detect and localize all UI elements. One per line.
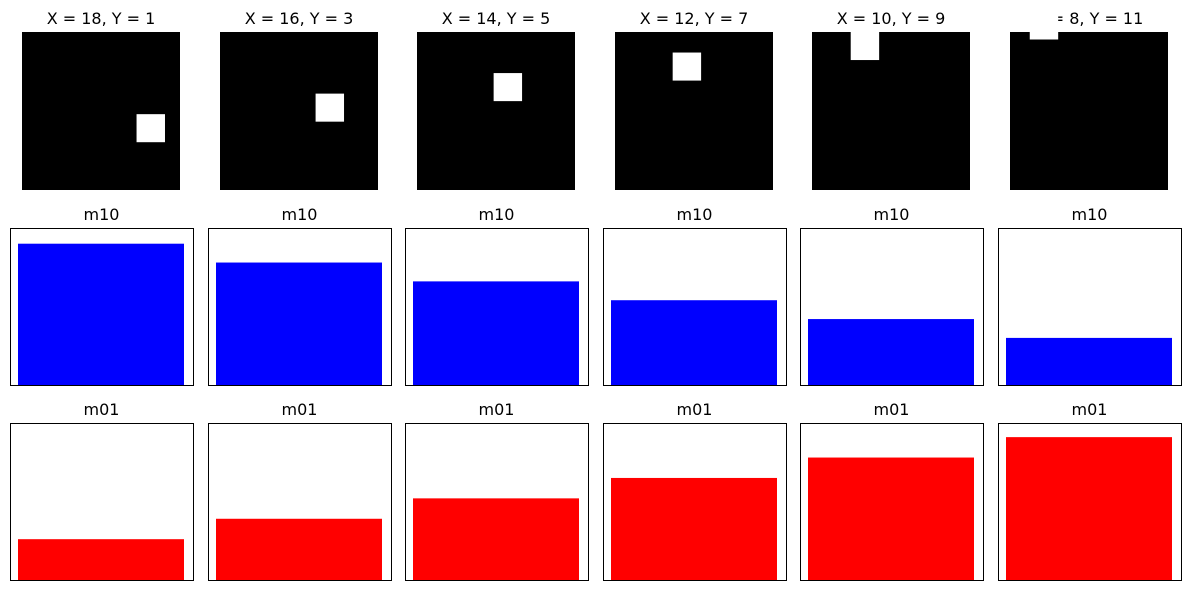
image-panel: X = 10, Y = 9	[812, 9, 970, 190]
bar-axes-title: m01	[84, 400, 120, 419]
white-square	[136, 114, 165, 143]
axes-frame	[10, 228, 194, 386]
bar-axes-title: m01	[677, 400, 713, 419]
bar-axes: m01	[405, 400, 589, 581]
bar-axes-title: m10	[84, 205, 120, 224]
axes-frame	[998, 228, 1182, 386]
bar	[216, 262, 382, 385]
bar-axes: m01	[208, 400, 392, 581]
bar	[18, 539, 184, 580]
axes-frame	[405, 423, 589, 581]
image-panel: X = 8, Y = 11	[1010, 9, 1168, 190]
bar-axes: m10	[10, 205, 194, 386]
image-panel: X = 16, Y = 3	[220, 9, 378, 190]
image-background	[417, 32, 575, 190]
image-background	[812, 32, 970, 190]
image-panel-title: X = 18, Y = 1	[47, 9, 156, 28]
bar-axes-title: m01	[479, 400, 515, 419]
image-panel-title: X = 8, Y = 11	[1035, 9, 1144, 28]
bar	[1006, 437, 1172, 580]
bar-axes-title: m10	[282, 205, 318, 224]
bar-axes: m01	[10, 400, 194, 581]
image-background	[220, 32, 378, 190]
bar-axes: m10	[998, 205, 1182, 386]
bar-axes: m10	[405, 205, 589, 386]
white-square	[850, 32, 880, 61]
axes-frame	[208, 228, 392, 386]
axes-frame	[998, 423, 1182, 581]
image-panel: X = 14, Y = 5	[417, 9, 575, 190]
image-panel-title: X = 14, Y = 5	[442, 9, 551, 28]
image-row: X = 18, Y = 1 X = 16, Y = 3 X = 14, Y = 5 X…	[22, 9, 1168, 190]
m01-bar-row: m01 m01 m01 m01 m01 m01	[10, 400, 1182, 581]
image-panel: X = 18, Y = 1	[22, 9, 180, 190]
axes-frame	[405, 228, 589, 386]
axes-frame	[208, 423, 392, 581]
bar	[808, 319, 974, 385]
image-background	[1010, 32, 1168, 190]
bar-axes-title: m10	[677, 205, 713, 224]
white-square	[672, 52, 702, 81]
image-panel-title: X = 16, Y = 3	[245, 9, 354, 28]
axes-frame	[800, 228, 984, 386]
white-square	[493, 73, 523, 102]
bar	[1006, 337, 1172, 385]
bar-axes: m01	[998, 400, 1182, 581]
bar-axes-title: m01	[874, 400, 910, 419]
image-panel-title: X = 12, Y = 7	[640, 9, 749, 28]
bar	[18, 243, 184, 385]
bar	[413, 281, 579, 385]
image-panel-title: X = 10, Y = 9	[837, 9, 946, 28]
white-square	[315, 93, 345, 122]
image-background	[22, 32, 180, 190]
bar-axes-title: m10	[1072, 205, 1108, 224]
image-panel: X = 12, Y = 7	[615, 9, 773, 190]
bar	[216, 518, 382, 580]
bar-axes-title: m10	[874, 205, 910, 224]
bar-axes-title: m10	[479, 205, 515, 224]
bar-axes: m01	[800, 400, 984, 581]
axes-frame	[603, 423, 787, 581]
bar-axes: m10	[208, 205, 392, 386]
bar-axes: m01	[603, 400, 787, 581]
bar-axes: m10	[603, 205, 787, 386]
axes-frame	[603, 228, 787, 386]
bar-axes-title: m01	[1072, 400, 1108, 419]
bar	[808, 457, 974, 580]
bar	[611, 477, 777, 580]
bar	[413, 498, 579, 580]
bar-axes: m10	[800, 205, 984, 386]
axes-frame	[10, 423, 194, 581]
white-square	[1029, 11, 1059, 40]
bar	[611, 300, 777, 385]
m10-bar-row: m10 m10 m10 m10 m10 m10	[10, 205, 1182, 386]
axes-frame	[800, 423, 984, 581]
bar-axes-title: m01	[282, 400, 318, 419]
